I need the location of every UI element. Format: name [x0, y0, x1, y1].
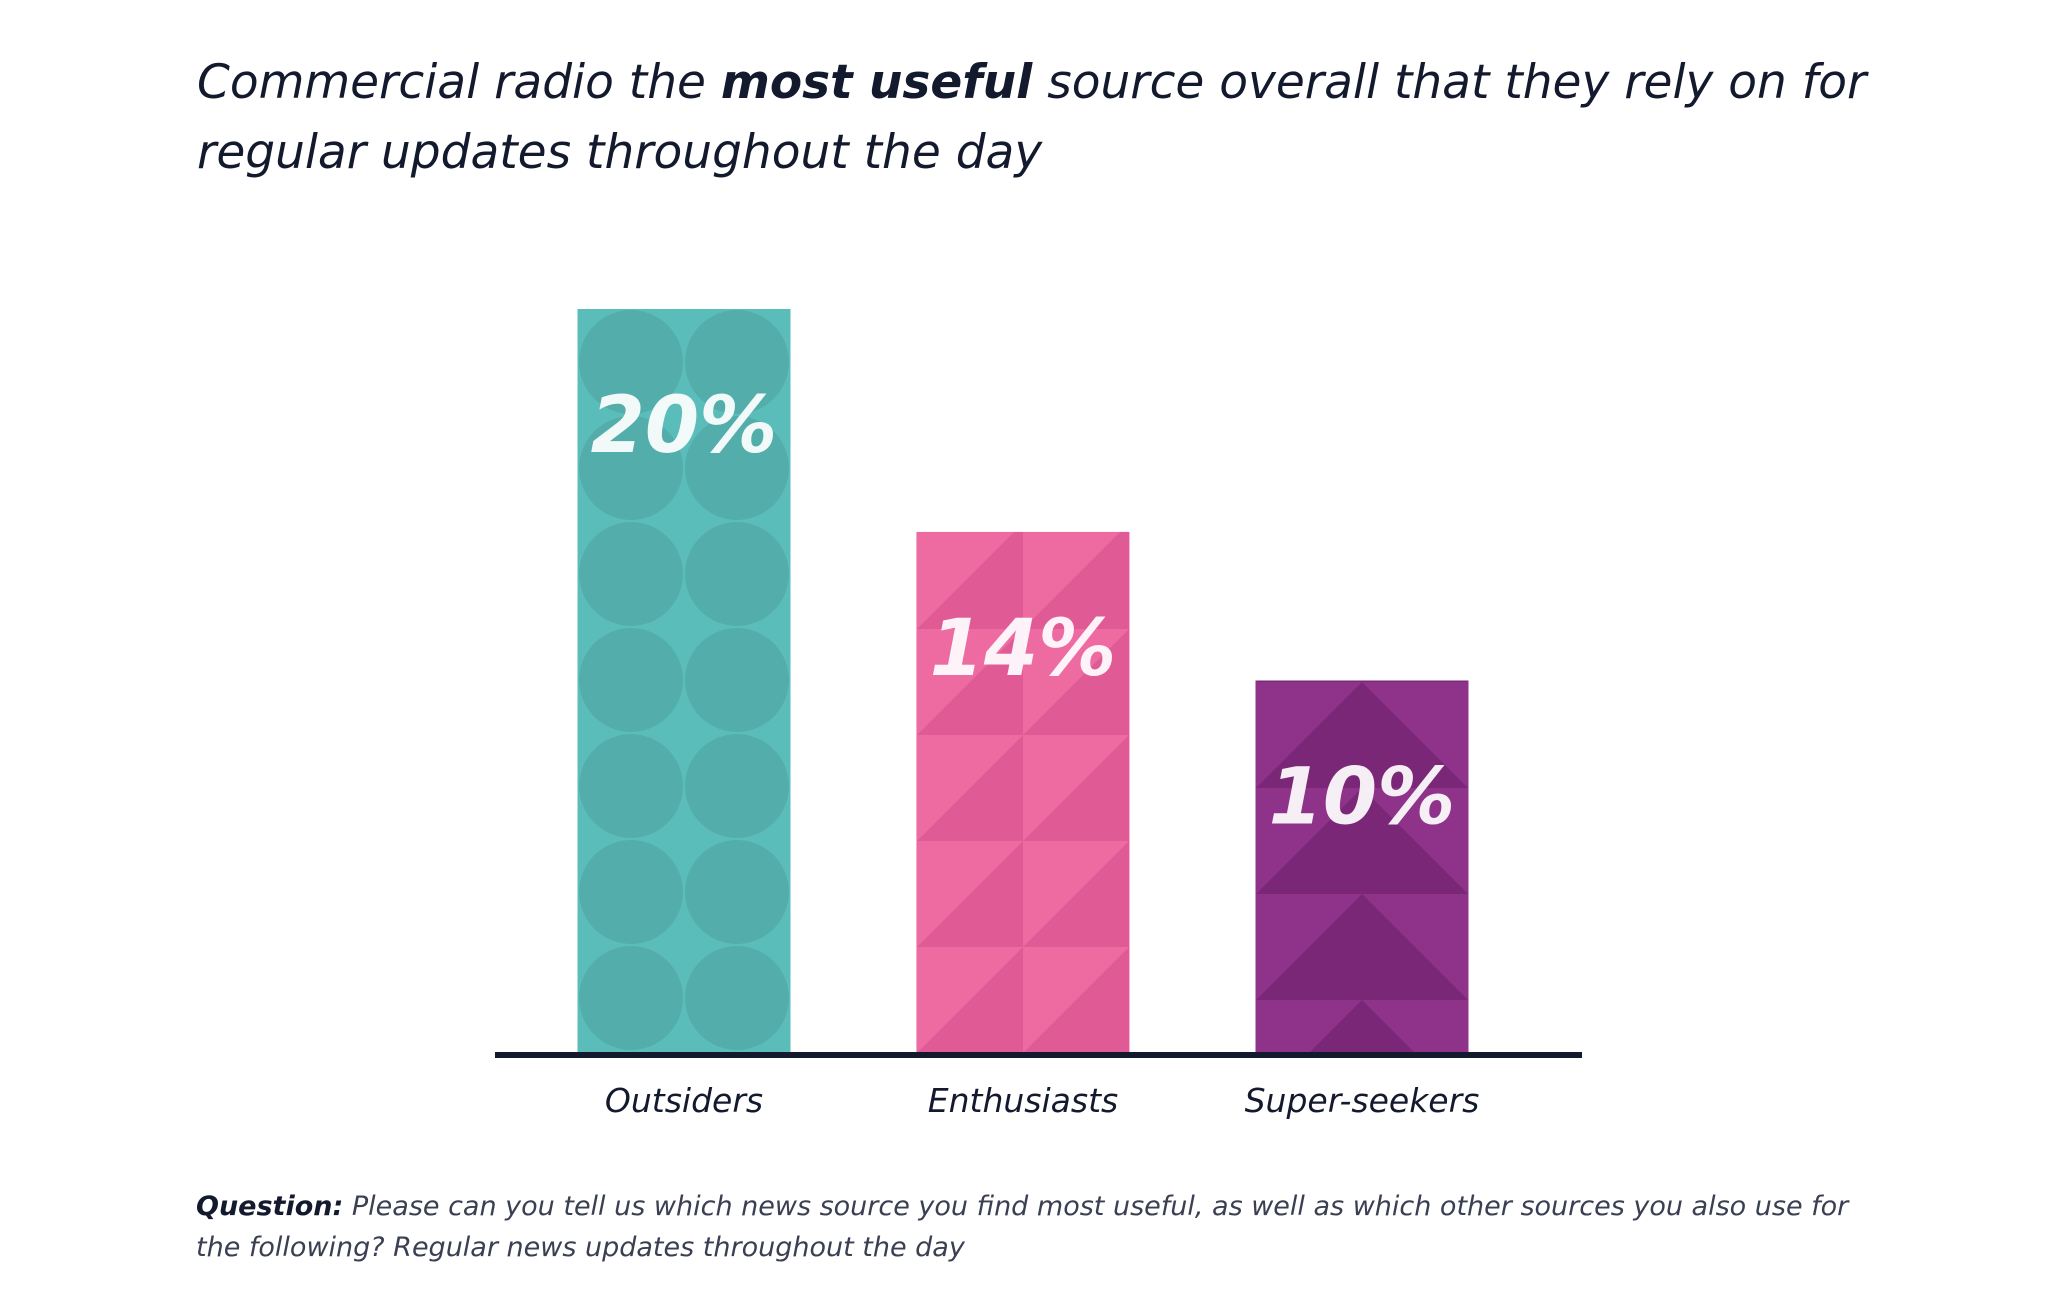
category-label-enthusiasts: Enthusiasts: [928, 1081, 1118, 1120]
bar-outsiders: [577, 309, 791, 1052]
title-part-1: Commercial radio the: [197, 55, 721, 110]
bar-super-seekers: [1255, 680, 1469, 1052]
bars: 20% 14% 10%: [577, 309, 1469, 1052]
bar-enthusiasts: [916, 531, 1130, 1052]
category-labels: Outsiders Enthusiasts Super-seekers: [605, 1081, 1479, 1120]
title-emphasis: most useful: [720, 55, 1033, 110]
category-label-super-seekers: Super-seekers: [1245, 1081, 1480, 1120]
category-label-outsiders: Outsiders: [605, 1081, 763, 1120]
title-part-2: source overall that they rely on for reg…: [197, 55, 1867, 180]
value-label-super-seekers: 10%: [1269, 753, 1456, 843]
value-label-enthusiasts: 14%: [930, 604, 1117, 694]
value-label-outsiders: 20%: [591, 381, 778, 471]
question-footnote: Question: Please can you tell us which n…: [196, 1186, 1896, 1268]
footnote-text: Please can you tell us which news source…: [196, 1191, 1849, 1263]
footnote-label: Question:: [196, 1191, 344, 1222]
chart-title: Commercial radio the most useful source …: [197, 48, 1897, 188]
